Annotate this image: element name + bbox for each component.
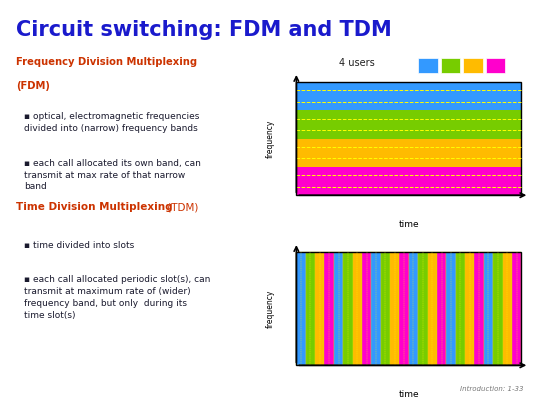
Bar <box>437 252 446 365</box>
Bar <box>463 58 483 73</box>
Bar <box>409 252 418 365</box>
Text: 4 users: 4 users <box>339 58 374 68</box>
Bar <box>390 252 400 365</box>
Bar <box>418 58 438 73</box>
Text: ▪ time divided into slots: ▪ time divided into slots <box>24 241 134 250</box>
Bar <box>503 252 512 365</box>
Bar <box>484 252 493 365</box>
Bar <box>296 252 306 365</box>
Text: ▪ each call allocated its own band, can
transmit at max rate of that narrow
band: ▪ each call allocated its own band, can … <box>24 159 200 191</box>
Bar <box>428 252 437 365</box>
Text: (FDM): (FDM) <box>16 81 50 92</box>
Text: Frequency Division Multiplexing: Frequency Division Multiplexing <box>16 57 197 67</box>
Text: (TDM): (TDM) <box>164 202 198 213</box>
Text: Time Division Multiplexing: Time Division Multiplexing <box>16 202 173 213</box>
Bar <box>334 252 343 365</box>
Bar <box>372 252 381 365</box>
Bar <box>362 252 372 365</box>
Bar <box>296 110 521 139</box>
Bar <box>296 167 521 195</box>
Bar <box>296 82 521 110</box>
Text: frequency: frequency <box>265 119 274 158</box>
Bar <box>512 252 521 365</box>
Text: time: time <box>399 220 419 229</box>
Bar <box>296 82 521 195</box>
Bar <box>296 252 521 365</box>
Bar <box>465 252 475 365</box>
Bar <box>400 252 409 365</box>
Bar <box>325 252 334 365</box>
Bar <box>441 58 461 73</box>
Bar <box>475 252 484 365</box>
Bar <box>306 252 315 365</box>
Bar <box>485 58 505 73</box>
Text: time: time <box>399 390 419 399</box>
Text: Introduction: 1-33: Introduction: 1-33 <box>460 386 524 392</box>
Text: frequency: frequency <box>265 290 274 328</box>
Bar <box>343 252 353 365</box>
Bar <box>493 252 503 365</box>
Text: ▪ each call allocated periodic slot(s), can
transmit at maximum rate of (wider)
: ▪ each call allocated periodic slot(s), … <box>24 275 210 320</box>
Bar <box>381 252 390 365</box>
Bar <box>446 252 456 365</box>
Bar <box>456 252 465 365</box>
Bar <box>296 139 521 167</box>
Text: Circuit switching: FDM and TDM: Circuit switching: FDM and TDM <box>16 20 392 40</box>
Bar <box>315 252 325 365</box>
Bar <box>418 252 428 365</box>
Bar <box>353 252 362 365</box>
Text: ▪ optical, electromagnetic frequencies
divided into (narrow) frequency bands: ▪ optical, electromagnetic frequencies d… <box>24 112 199 133</box>
